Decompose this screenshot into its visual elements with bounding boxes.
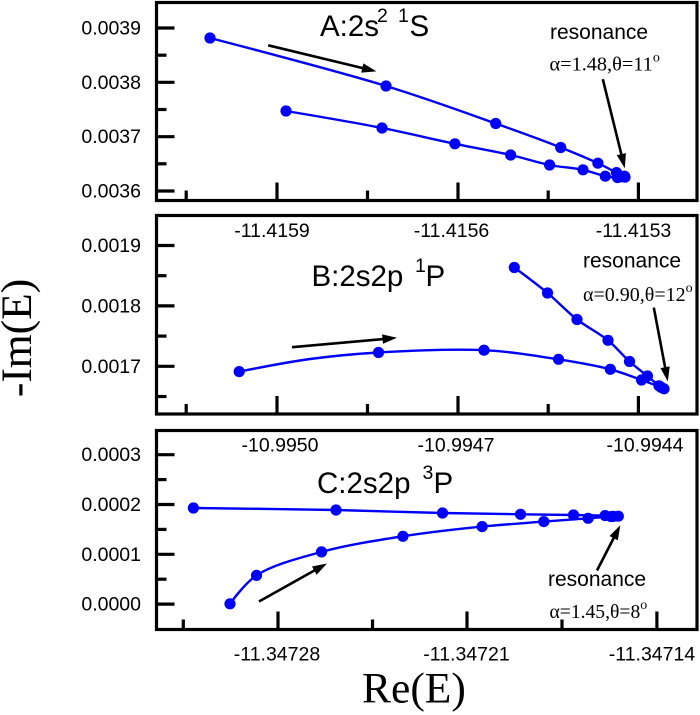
svg-text:0.0000: 0.0000	[81, 594, 141, 616]
svg-text:-10.9947: -10.9947	[418, 435, 495, 457]
svg-text:A:2s: A:2s	[320, 10, 379, 43]
svg-text:α=0.90,θ=12o: α=0.90,θ=12o	[583, 281, 693, 306]
svg-text:0.0018: 0.0018	[81, 295, 141, 317]
svg-text:0.0038: 0.0038	[81, 72, 141, 94]
svg-text:-11.34714: -11.34714	[609, 644, 696, 666]
svg-text:0.0002: 0.0002	[81, 494, 141, 516]
svg-text:C:2s2p: C:2s2p	[317, 467, 410, 500]
svg-text:-11.34728: -11.34728	[234, 644, 320, 666]
svg-text:Re(E): Re(E)	[362, 665, 466, 713]
svg-text:0.0037: 0.0037	[81, 126, 141, 148]
svg-text:B:2s2p: B:2s2p	[312, 260, 404, 293]
svg-text:3: 3	[423, 462, 434, 484]
svg-text:P: P	[434, 467, 454, 500]
svg-text:-Im(E): -Im(E)	[0, 279, 41, 397]
svg-text:0.0039: 0.0039	[81, 18, 141, 40]
svg-text:resonance: resonance	[548, 568, 646, 591]
svg-text:resonance: resonance	[550, 21, 648, 44]
svg-text:1: 1	[415, 255, 426, 277]
svg-text:0.0019: 0.0019	[81, 235, 141, 257]
svg-text:-10.9944: -10.9944	[607, 435, 684, 457]
svg-text:0.0003: 0.0003	[81, 444, 141, 466]
svg-text:-11.4156: -11.4156	[414, 220, 490, 242]
svg-text:P: P	[426, 260, 446, 293]
svg-text:0.0036: 0.0036	[81, 181, 141, 203]
svg-text:-11.4159: -11.4159	[234, 220, 310, 242]
svg-text:0.0017: 0.0017	[81, 356, 141, 378]
svg-text:α=1.48,θ=11o: α=1.48,θ=11o	[550, 51, 660, 76]
svg-text:-10.9950: -10.9950	[242, 435, 319, 457]
svg-text:resonance: resonance	[583, 250, 681, 273]
svg-text:2: 2	[377, 5, 388, 27]
svg-text:0.0001: 0.0001	[81, 544, 141, 566]
svg-text:α=1.45,θ=8o: α=1.45,θ=8o	[550, 598, 648, 623]
svg-text:1: 1	[398, 5, 409, 27]
svg-text:-11.34721: -11.34721	[423, 644, 509, 666]
svg-text:-11.4153: -11.4153	[596, 220, 672, 242]
svg-text:S: S	[410, 10, 430, 43]
